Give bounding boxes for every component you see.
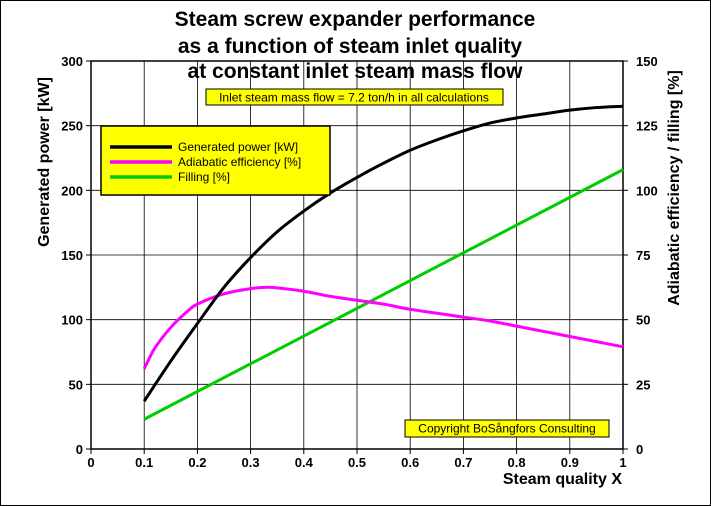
series-generated-power	[142, 104, 624, 402]
x-tick-label: 0.2	[188, 455, 206, 470]
copyright-box-background	[404, 419, 610, 438]
x-tick-label: 0	[87, 455, 94, 470]
copyright-text: Copyright BoSångfors Consulting	[418, 422, 595, 436]
y-right-tick-label: 125	[636, 119, 658, 134]
x-tick-label: 0.7	[454, 455, 472, 470]
legend-label-adiabatic-efficiency: Adiabatic efficiency [%]	[178, 155, 301, 169]
y-right-tick-label: 25	[636, 377, 650, 392]
y-left-tick-label: 0	[76, 442, 83, 457]
ticks: 0 0.1 0.2 0.3 0.4 0.5 0.6 0.7 0.8 0.9 105010015020…	[61, 54, 657, 470]
y-left-tick-label: 50	[69, 377, 83, 392]
legend-label-filling: Filling [%]	[178, 170, 230, 184]
y-left-tick-label: 250	[61, 119, 83, 134]
x-tick-label: 0.9	[561, 455, 579, 470]
x-tick-label: 0.4	[295, 455, 314, 470]
y-left-tick-label: 200	[61, 183, 83, 198]
y-axis-title-right: Adiabatic efficiency / filling [%]	[666, 70, 683, 306]
x-tick-label: 0.8	[508, 455, 526, 470]
legend-label-generated-power: Generated power [kW]	[178, 140, 298, 154]
x-tick-label: 0.1	[135, 455, 153, 470]
chart-title-line-2: as a function of steam inlet quality	[178, 35, 523, 58]
y-right-tick-label: 75	[636, 248, 650, 263]
y-left-tick-label: 100	[61, 313, 83, 328]
y-right-tick-label: 0	[636, 442, 643, 457]
x-tick-label: 0.5	[348, 455, 366, 470]
x-tick-label: 0.3	[242, 455, 260, 470]
info-box-background	[205, 88, 504, 106]
y-right-tick-label: 100	[636, 183, 658, 198]
y-axis-title-left: Generated power [kW]	[36, 77, 53, 247]
x-tick-label: 0.6	[401, 455, 419, 470]
x-tick-label: 1	[619, 455, 626, 470]
series-filling	[143, 168, 624, 421]
info-box-text: Inlet steam mass flow = 7.2 ton/h in all…	[219, 91, 489, 105]
chart-title-line-3: at constant inlet steam mass flow	[188, 60, 524, 83]
y-right-tick-label: 150	[636, 54, 658, 69]
y-left-tick-label: 150	[61, 248, 83, 263]
chart-title-line-1: Steam screw expander performance	[175, 8, 536, 31]
info-box: Inlet steam mass flow = 7.2 ton/h in all…	[205, 88, 504, 106]
y-left-tick-label: 300	[61, 54, 83, 69]
x-axis-title: Steam quality X	[503, 471, 622, 488]
series-adiabatic-efficiency	[142, 285, 624, 370]
series-layer	[142, 104, 624, 421]
copyright-box: Copyright BoSångfors Consulting	[404, 419, 610, 438]
legend: Generated power [kW] Adiabatic efficienc…	[100, 125, 331, 196]
y-right-tick-label: 50	[636, 313, 650, 328]
